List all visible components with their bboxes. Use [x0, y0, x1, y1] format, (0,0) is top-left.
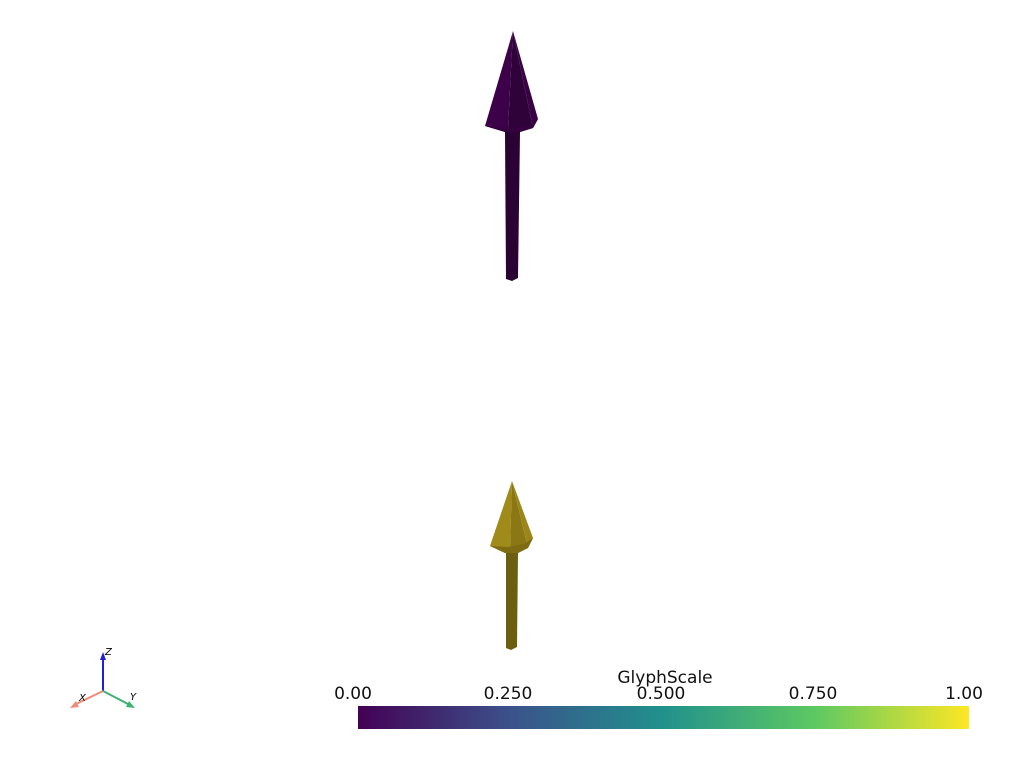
- scalar-bar-tick: 0.250: [483, 684, 533, 704]
- scalar-bar-tick: 1.00: [945, 684, 983, 704]
- y-axis-label: Y: [130, 692, 137, 703]
- scalar-bar-tick: 0.500: [636, 684, 686, 704]
- scalar-bar-tick: 0.750: [788, 684, 838, 704]
- scalar-bar-title: GlyphScale: [617, 668, 713, 688]
- scalar-bar-gradient: [358, 706, 969, 729]
- y-axis-arrowhead: [126, 701, 135, 708]
- x-axis-arrowhead: [70, 701, 79, 708]
- z-axis-arrowhead: [100, 652, 106, 660]
- z-axis-label: Z: [104, 647, 113, 658]
- x-axis: [75, 690, 104, 705]
- y-axis: [102, 690, 129, 705]
- arrow-glyph-top: [485, 31, 538, 281]
- x-axis-label: X: [78, 693, 87, 704]
- orientation-axes-widget[interactable]: Z X Y: [60, 640, 150, 720]
- arrow-glyph-bottom: [490, 481, 533, 650]
- scalar-bar-tick: 0.00: [334, 684, 372, 704]
